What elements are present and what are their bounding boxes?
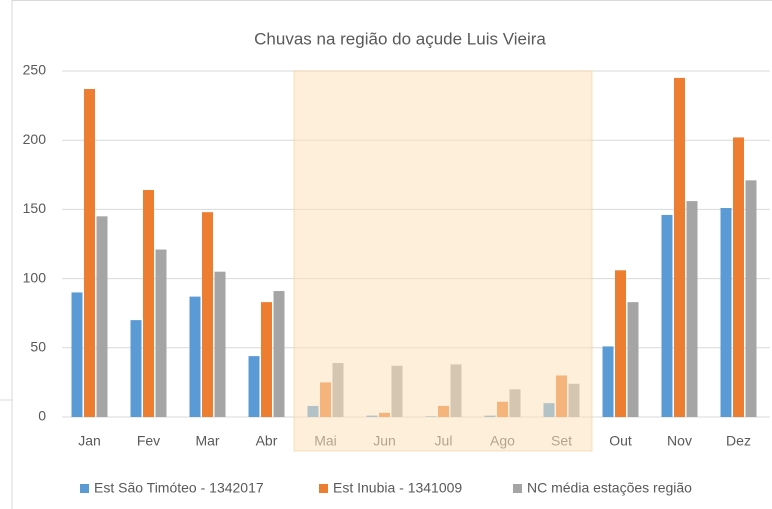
bar bbox=[189, 296, 201, 417]
y-tick-label: 150 bbox=[23, 200, 47, 216]
bar bbox=[84, 88, 95, 417]
bar bbox=[674, 77, 685, 418]
legend-label: NC média estações região bbox=[527, 480, 692, 496]
bar bbox=[261, 302, 272, 417]
chart-title: Chuvas na região do açude Luis Vieira bbox=[254, 29, 546, 48]
bar bbox=[602, 346, 614, 417]
bar bbox=[733, 137, 744, 417]
legend-label: Est Inubia - 1341009 bbox=[333, 480, 462, 496]
plot-area: 050100150200250JanFevMarAbrMaiJunJulAgoS… bbox=[23, 62, 770, 449]
dry-season-highlight bbox=[293, 70, 593, 452]
y-tick-label: 0 bbox=[38, 408, 46, 424]
x-tick-label: Dez bbox=[726, 433, 751, 449]
bar bbox=[143, 190, 154, 417]
x-tick-label: Abr bbox=[256, 433, 278, 449]
y-tick-label: 200 bbox=[23, 131, 47, 147]
bar bbox=[96, 216, 108, 417]
bar bbox=[155, 249, 167, 417]
x-tick-label: Fev bbox=[137, 433, 160, 449]
bar bbox=[686, 201, 698, 417]
bar bbox=[661, 214, 673, 417]
y-tick-label: 50 bbox=[30, 339, 46, 355]
bar bbox=[627, 302, 639, 417]
bar bbox=[202, 212, 213, 417]
x-tick-label: Nov bbox=[667, 433, 692, 449]
legend-swatch bbox=[513, 484, 522, 493]
bar bbox=[130, 320, 142, 417]
bar bbox=[615, 270, 626, 417]
legend-swatch bbox=[319, 484, 328, 493]
bar bbox=[71, 292, 83, 417]
legend: Est São Timóteo - 1342017 Est Inubia - 13… bbox=[80, 480, 692, 496]
x-tick-label: Out bbox=[609, 433, 632, 449]
y-tick-label: 100 bbox=[23, 269, 47, 285]
y-tick-label: 250 bbox=[23, 62, 47, 78]
legend-label: Est São Timóteo - 1342017 bbox=[94, 480, 264, 496]
legend-swatch bbox=[80, 484, 89, 493]
bar bbox=[720, 208, 732, 417]
bar bbox=[214, 271, 226, 417]
bar bbox=[248, 356, 260, 417]
x-tick-label: Mar bbox=[195, 433, 219, 449]
bar bbox=[745, 180, 757, 417]
bar bbox=[273, 291, 285, 417]
x-tick-label: Jan bbox=[78, 433, 101, 449]
